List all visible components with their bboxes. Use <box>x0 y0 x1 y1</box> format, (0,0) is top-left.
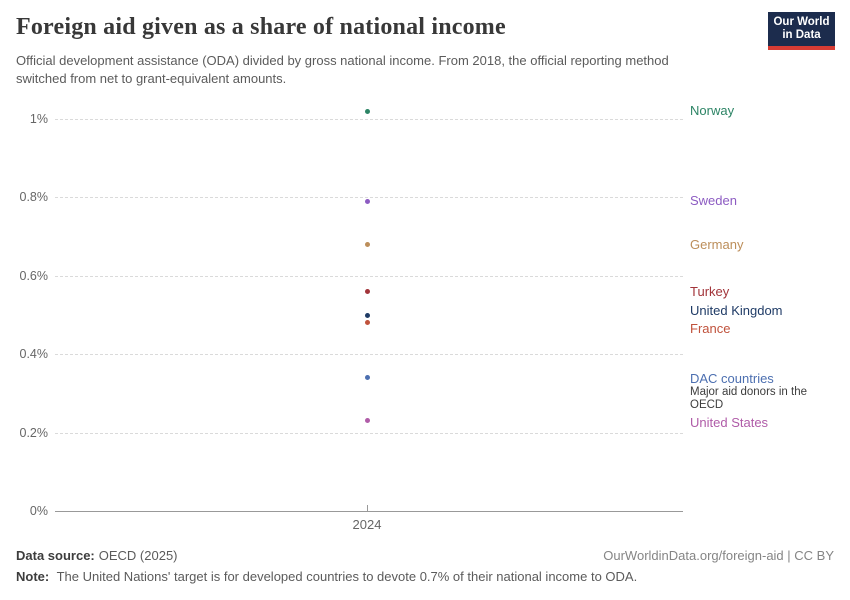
owid-logo-line2: in Data <box>782 29 821 41</box>
data-point-united-states[interactable] <box>365 418 370 424</box>
x-tick-label: 2024 <box>352 517 382 532</box>
chart-footer: Data source: OECD (2025) OurWorldinData.… <box>16 547 834 585</box>
data-point-united-kingdom[interactable] <box>365 312 370 318</box>
series-label-united-kingdom[interactable]: United Kingdom <box>690 303 783 318</box>
owid-logo: Our World in Data <box>768 12 835 50</box>
y-tick-label: 0% <box>29 504 48 518</box>
data-point-france[interactable] <box>365 320 370 326</box>
data-source-value: OECD (2025) <box>98 548 178 563</box>
series-label-france[interactable]: France <box>690 321 731 336</box>
page-title: Foreign aid given as a share of national… <box>16 14 506 40</box>
data-source-label: Data source: <box>16 548 95 563</box>
y-tick-label: 0.4% <box>19 347 49 362</box>
series-label-germany[interactable]: Germany <box>690 237 744 252</box>
data-point-dac-countries[interactable] <box>365 375 370 381</box>
x-axis-line <box>55 511 683 512</box>
data-point-sweden[interactable] <box>365 198 370 204</box>
series-label-norway[interactable]: Norway <box>690 103 735 118</box>
note-value: The United Nations' target is for develo… <box>56 569 638 584</box>
series-label-dac-countries[interactable]: DAC countries <box>690 371 774 386</box>
y-tick-label: 1% <box>29 112 48 126</box>
y-tick-label: 0.6% <box>19 268 49 283</box>
series-label-turkey[interactable]: Turkey <box>690 284 730 299</box>
owid-logo-line1: Our World <box>773 16 830 28</box>
series-label-united-states[interactable]: United States <box>690 415 769 430</box>
x-tick-mark <box>367 505 368 511</box>
owid-citation-link[interactable]: OurWorldinData.org/foreign-aid | CC BY <box>603 548 834 563</box>
gridline-0.8pct <box>55 197 683 199</box>
series-label-sweden[interactable]: Sweden <box>690 193 737 208</box>
data-point-turkey[interactable] <box>365 288 370 294</box>
note-label: Note: <box>16 569 50 584</box>
data-point-germany[interactable] <box>365 241 370 247</box>
series-annotation-dac-countries: Major aid donors in the OECD <box>690 386 807 411</box>
y-tick-label: 0.2% <box>19 425 49 440</box>
data-point-norway[interactable] <box>365 108 370 114</box>
gridline-1pct <box>55 119 683 120</box>
y-tick-label: 0.8% <box>19 190 49 205</box>
gridline-0.6pct <box>55 275 683 277</box>
chart-subtitle: Official development assistance (ODA) di… <box>16 53 669 86</box>
gridline-0.2pct <box>55 432 683 434</box>
gridline-0.4pct <box>55 354 683 356</box>
